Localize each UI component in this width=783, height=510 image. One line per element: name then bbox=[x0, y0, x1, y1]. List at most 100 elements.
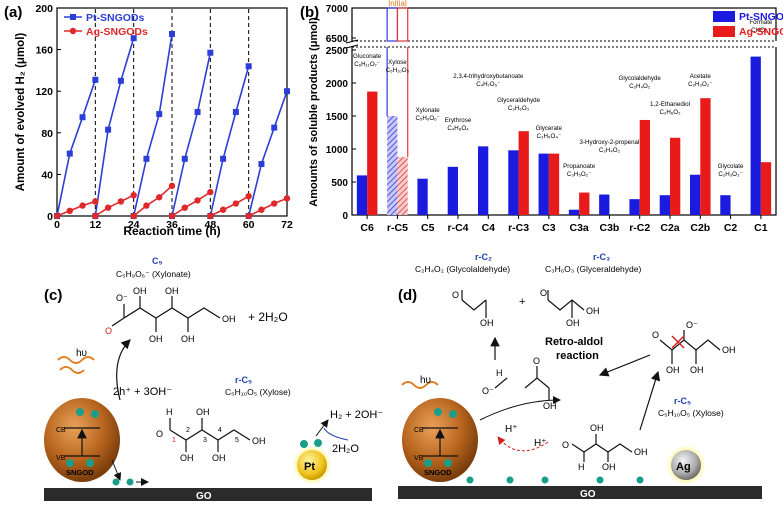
b-xtick-label: C4 bbox=[482, 222, 496, 234]
a-point-ag bbox=[117, 198, 125, 205]
c-go-electron-1 bbox=[112, 478, 120, 486]
b-annotation-name: Glycerate bbox=[536, 125, 563, 132]
a-point-ag bbox=[207, 212, 214, 220]
b-bar-pt bbox=[629, 199, 640, 215]
c-go-sheet bbox=[44, 488, 372, 501]
a-point-ag bbox=[130, 192, 137, 199]
a-series-line-pt bbox=[171, 52, 212, 217]
b-annotation-name: Glycolate bbox=[718, 163, 744, 170]
c-water-term: + 2H₂O bbox=[248, 310, 288, 324]
d-glycer-o: O bbox=[540, 288, 547, 298]
c-product-tag: C₅ bbox=[152, 256, 163, 266]
c-xylose-h: H bbox=[166, 407, 173, 417]
b-ytick-label: 7000 bbox=[326, 4, 349, 15]
c-electron-2 bbox=[91, 410, 99, 418]
legend-marker-ag bbox=[69, 27, 77, 35]
b-ytick-label: 2000 bbox=[326, 79, 349, 90]
d-enolate-o: O bbox=[533, 356, 540, 366]
b-annotation-name: 3-Hydroxy-2-propenal bbox=[580, 139, 640, 146]
a-point-ag bbox=[194, 197, 201, 204]
d-electron-1 bbox=[434, 408, 442, 416]
b-annotation-name: Glycolaldehyde bbox=[619, 75, 662, 82]
d-enolate bbox=[494, 366, 550, 400]
b-xtick-label: C1 bbox=[754, 222, 768, 234]
d-to-intermediate-arrow bbox=[639, 370, 661, 431]
d-light-wave bbox=[401, 381, 439, 389]
a-xtick-label: 36 bbox=[166, 219, 178, 231]
c-light-wave bbox=[57, 356, 95, 364]
b-annotation-formula: C₅H₉O₆⁻ bbox=[415, 115, 439, 122]
d-hole-2 bbox=[444, 459, 452, 467]
b-annotation-name: Formate bbox=[749, 19, 773, 26]
d-go-label: GO bbox=[580, 489, 596, 500]
b-bar-pt bbox=[508, 150, 519, 215]
c-pt-electron-1 bbox=[300, 440, 308, 448]
b-xtick-label: r-C3 bbox=[508, 222, 529, 234]
c-product-label: C₅H₉O₆⁻ (Xylonate) bbox=[116, 269, 191, 279]
b-xtick-label: r-C4 bbox=[447, 222, 468, 234]
xylonate-structure bbox=[111, 296, 221, 332]
plot-b-frame bbox=[351, 7, 777, 216]
b-annotation-formula: C₃H₆O₃ bbox=[508, 105, 530, 112]
d-enolate-oh: OH bbox=[543, 401, 557, 411]
a-point-pt bbox=[66, 150, 73, 157]
b-annotation-name: Glyceraldehyde bbox=[497, 97, 541, 104]
c-vb-label: VB bbox=[56, 455, 66, 462]
b-initial-box-pt bbox=[386, 7, 399, 42]
d-retro-arrow bbox=[598, 354, 651, 377]
b-initial-label: Initial bbox=[388, 0, 407, 8]
b-annotation-name: 1,2-Ethanediol bbox=[650, 101, 690, 108]
d-reaction-name-1: Retro-aldol bbox=[545, 336, 603, 348]
d-reaction-name-2: reaction bbox=[556, 350, 599, 362]
a-point-pt bbox=[117, 77, 124, 84]
b-bar-ag bbox=[518, 131, 529, 215]
c-reactant-label: C₅H₁₀O₅ (Xylose) bbox=[225, 387, 291, 397]
a-ytick-label: 40 bbox=[41, 169, 53, 181]
b-xtick-label: C3 bbox=[542, 222, 556, 234]
d-int-oh1: OH bbox=[666, 365, 680, 375]
b-bar-pt bbox=[356, 175, 368, 215]
b-annotation-formula: C₂H₃O₂⁻ bbox=[688, 81, 712, 88]
d-glyceraldehyde bbox=[547, 290, 585, 318]
a-series-line-pt bbox=[247, 90, 288, 217]
b-bar-pt bbox=[387, 116, 398, 215]
c-xylonate-oh1: OH bbox=[133, 286, 147, 296]
a-point-ag bbox=[258, 206, 265, 213]
c-xylose-oh2: OH bbox=[196, 407, 210, 417]
plot-a-legend: Pt-SNGODs Ag-SNGODs bbox=[64, 12, 148, 38]
c-go-label: GO bbox=[196, 491, 212, 502]
plot-b-bars: Initial bbox=[356, 0, 772, 215]
d-glycer-oh2: OH bbox=[586, 306, 600, 316]
c-xylose-structure bbox=[169, 418, 251, 452]
b-xtick-label: r-C2 bbox=[629, 222, 650, 234]
b-xtick-label: C2a bbox=[660, 222, 679, 234]
b-xtick-label: C3b bbox=[600, 222, 620, 234]
a-point-ag bbox=[181, 204, 188, 211]
legend-label-ag-b: Ag-SNGODs bbox=[739, 26, 783, 38]
d-hole-1 bbox=[424, 459, 432, 467]
panel-d: (d) r-C₂ C₂H₄O₂ (Glycolaldehyde) r-C₃ C₃… bbox=[398, 252, 762, 500]
d-xylose-oh2: OH bbox=[602, 462, 616, 472]
a-xtick-label: 48 bbox=[204, 219, 216, 231]
a-series-line-ag bbox=[56, 200, 96, 217]
b-bar-pt bbox=[599, 194, 610, 215]
b-bar-pt bbox=[689, 174, 701, 215]
a-point-ag bbox=[219, 206, 227, 213]
d-int-oh2: OH bbox=[690, 365, 704, 375]
d-xylose-oh3: OH bbox=[634, 447, 648, 457]
d-glycolaldehyde bbox=[461, 290, 487, 318]
d-reactant-tag: r-C₅ bbox=[674, 396, 691, 406]
d-ag-particle bbox=[671, 450, 701, 480]
b-xtick-label: C2 bbox=[724, 222, 738, 234]
b-annotation-formula: C₃H₅O₂⁻ bbox=[567, 171, 591, 178]
b-bar-pt bbox=[720, 195, 731, 215]
b-bar-ag bbox=[700, 98, 711, 215]
d-plus: + bbox=[519, 296, 525, 308]
a-point-pt bbox=[258, 161, 265, 167]
b-annotation-formula: C₃H₄O₂ bbox=[599, 147, 621, 154]
a-point-pt bbox=[207, 49, 214, 56]
b-bar-pt bbox=[538, 153, 549, 215]
d-xylose-o: O bbox=[562, 440, 569, 450]
